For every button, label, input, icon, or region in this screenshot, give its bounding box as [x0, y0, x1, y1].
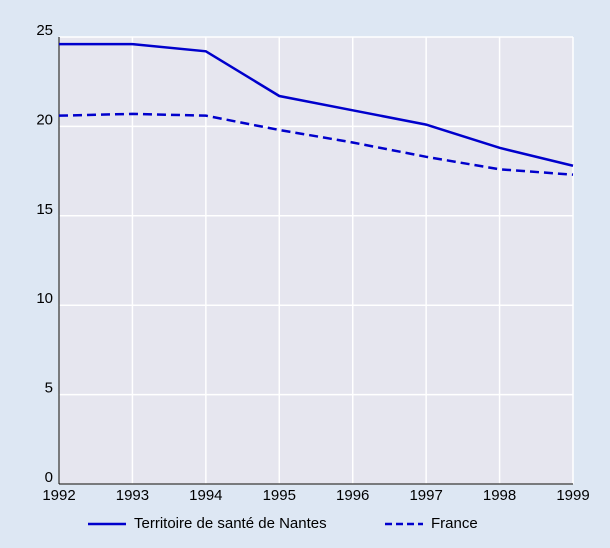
y-tick-label: 10	[36, 290, 53, 307]
y-tick-label: 0	[45, 469, 53, 486]
plot-area	[59, 37, 573, 484]
legend-label: Territoire de santé de Nantes	[134, 515, 327, 532]
x-tick-label: 1994	[189, 487, 222, 504]
y-tick-label: 15	[36, 201, 53, 218]
x-tick-label: 1995	[263, 487, 296, 504]
x-tick-label: 1992	[42, 487, 75, 504]
legend-label: France	[431, 515, 478, 532]
x-tick-label: 1993	[116, 487, 149, 504]
y-tick-label: 5	[45, 380, 53, 397]
y-tick-label: 20	[36, 111, 53, 128]
y-tick-label: 25	[36, 22, 53, 39]
series-line	[59, 42, 574, 167]
x-tick-label: 1996	[336, 487, 369, 504]
x-tick-label: 1999	[556, 487, 589, 504]
x-tick-label: 1997	[409, 487, 442, 504]
x-tick-label: 1998	[483, 487, 516, 504]
series-line	[58, 112, 574, 176]
